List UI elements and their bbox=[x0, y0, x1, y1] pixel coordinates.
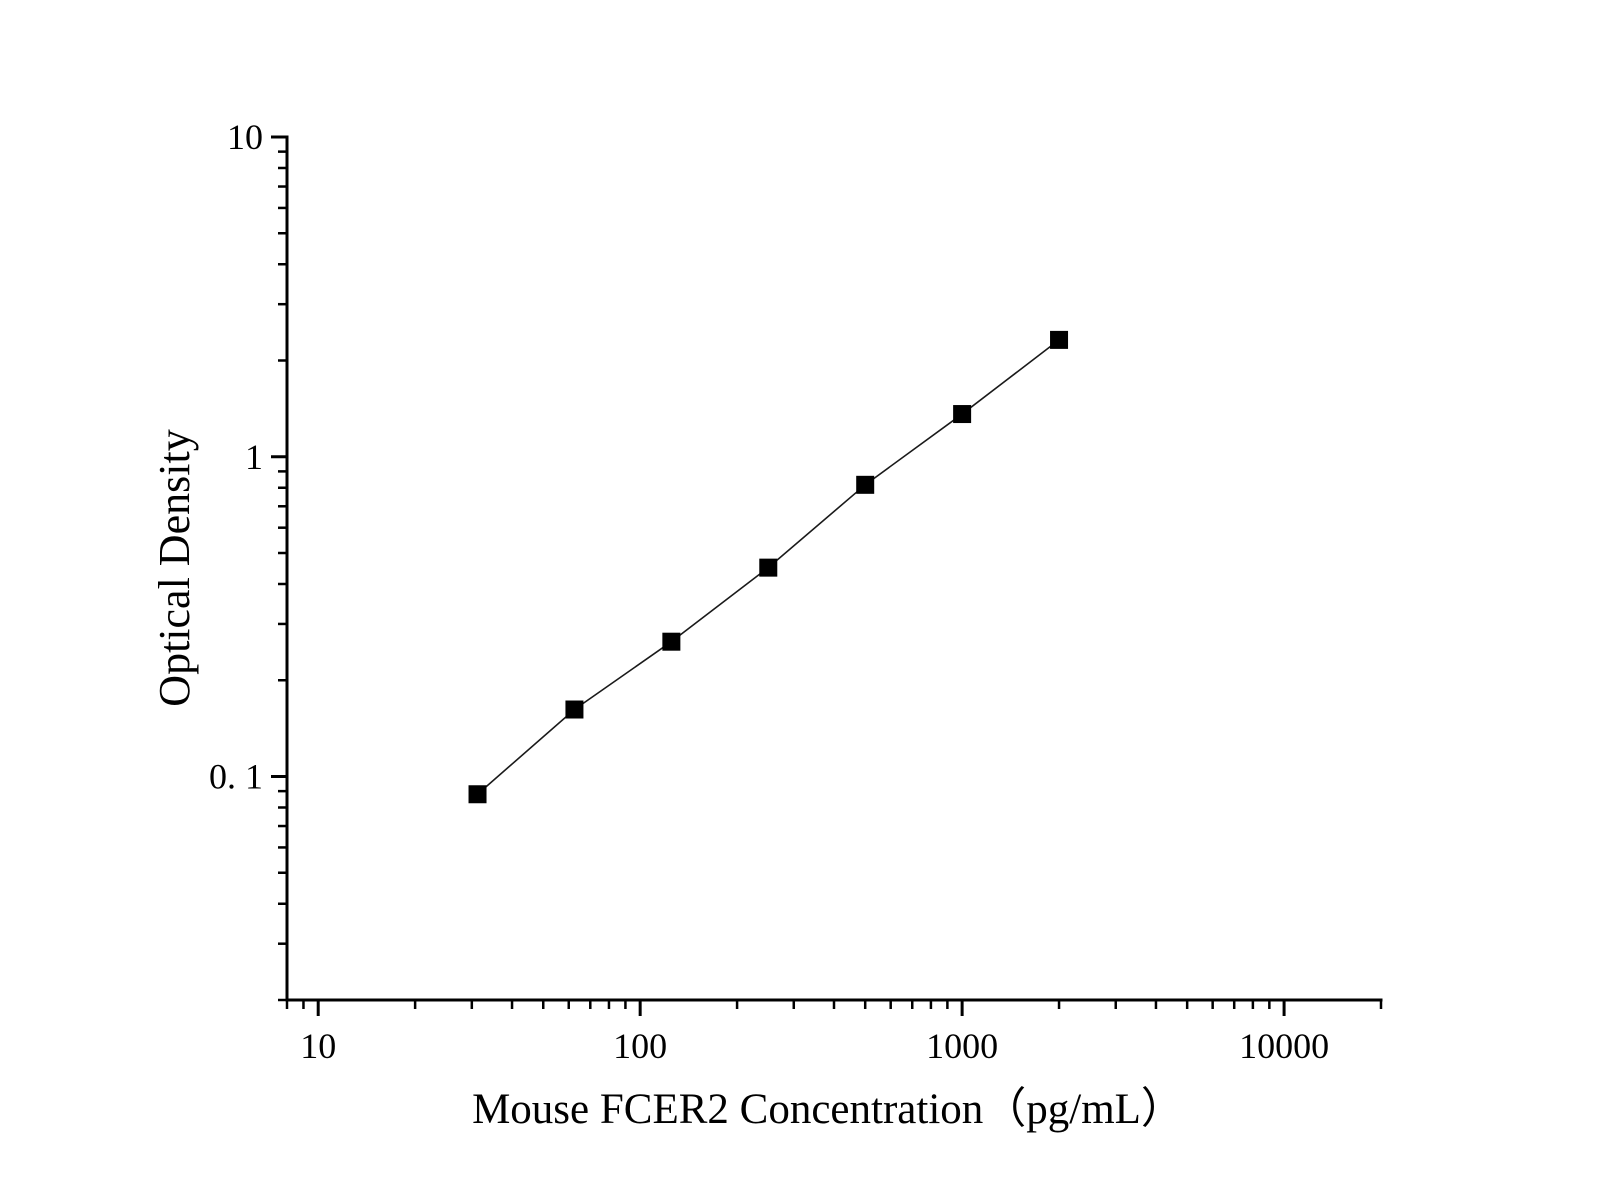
x-tick-label: 10000 bbox=[1239, 1026, 1329, 1066]
y-tick-label: 1 bbox=[245, 437, 263, 477]
y-axis-title: Optical Density bbox=[150, 429, 199, 707]
y-tick-label: 10 bbox=[227, 117, 263, 157]
x-tick-label: 10 bbox=[300, 1026, 336, 1066]
data-point-marker bbox=[759, 558, 778, 577]
y-tick-label: 0. 1 bbox=[209, 757, 263, 797]
data-point-marker bbox=[565, 700, 584, 719]
axis-frame bbox=[285, 135, 1383, 1002]
x-axis-title: Mouse FCER2 Concentration（pg/mL） bbox=[472, 1086, 1184, 1133]
data-point-marker bbox=[468, 785, 487, 804]
x-tick-label: 1000 bbox=[926, 1026, 998, 1066]
data-point-marker bbox=[856, 475, 875, 494]
x-tick-label: 100 bbox=[613, 1026, 667, 1066]
data-point-marker bbox=[662, 632, 681, 651]
data-point-marker bbox=[953, 405, 972, 424]
data-point-marker bbox=[1050, 330, 1069, 349]
